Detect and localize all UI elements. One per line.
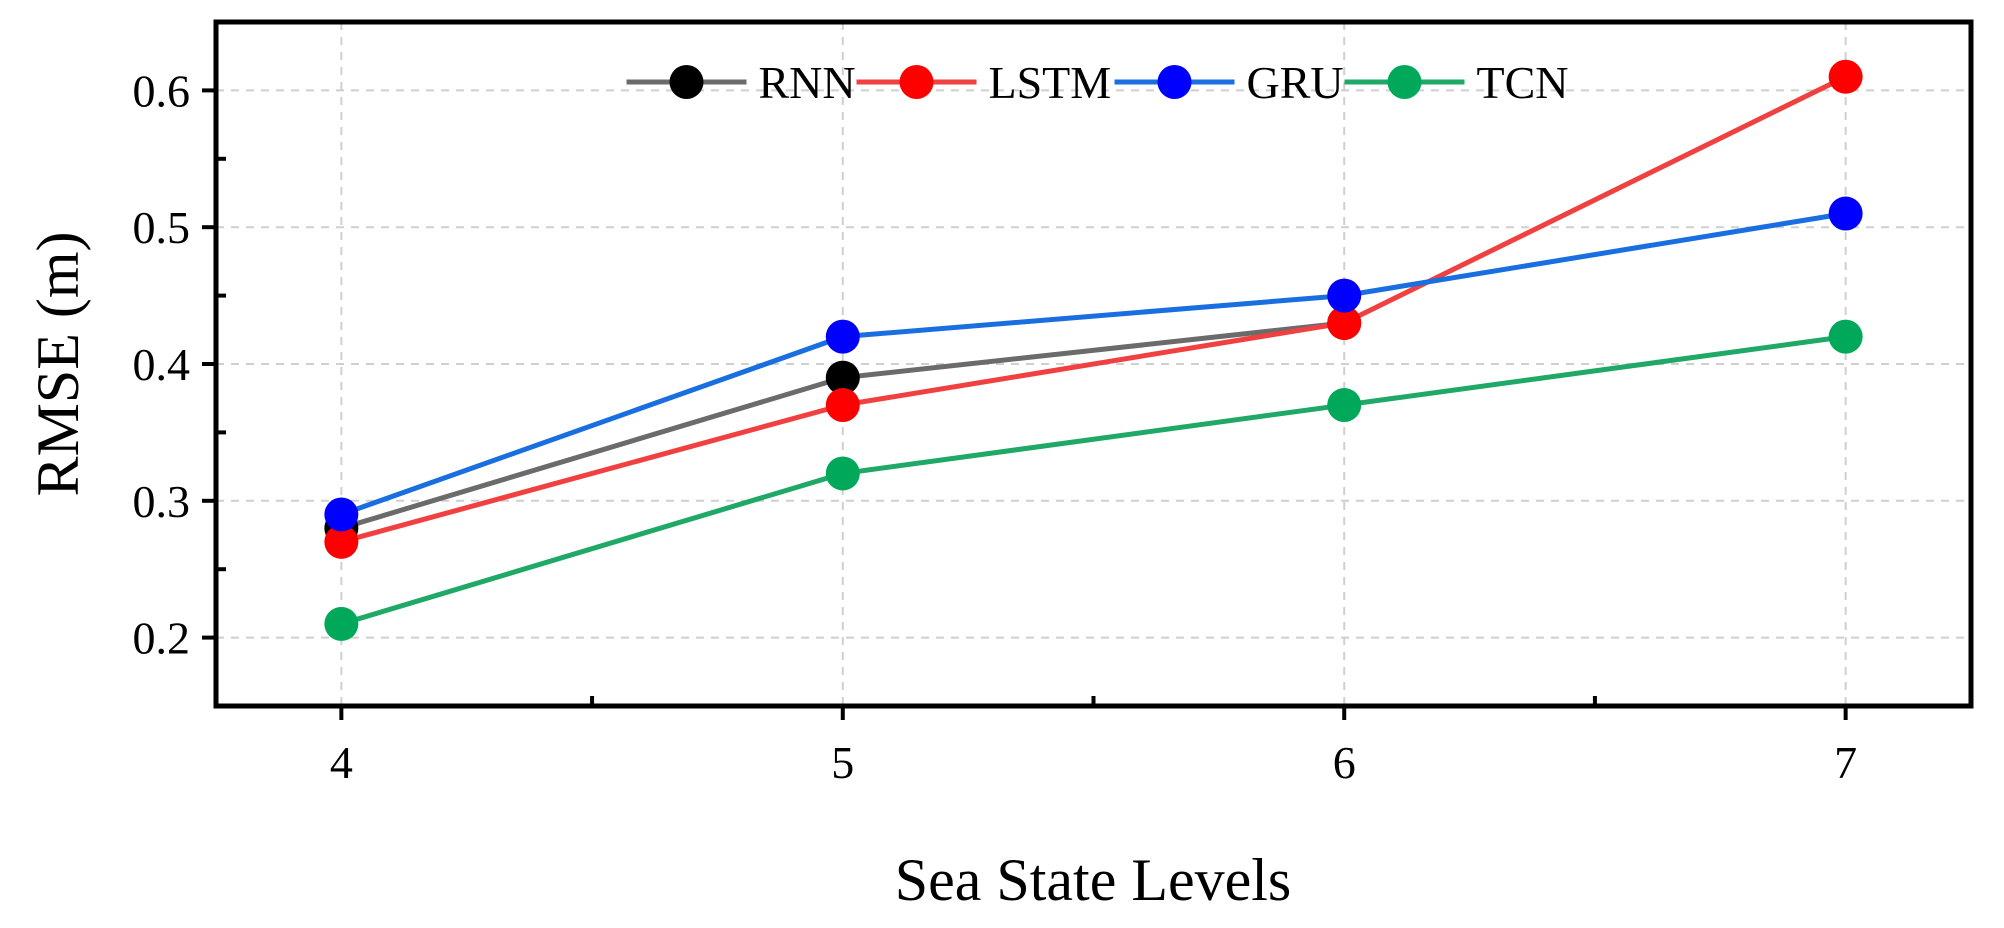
- gru-data-point: [825, 319, 860, 354]
- tick-labels: 4 5 6 7 0.2 0.3 0.4 0.5 0.6: [133, 65, 1858, 788]
- x-tick-label: 4: [330, 737, 353, 788]
- lstm-data-point: [825, 388, 860, 423]
- y-tick-label: 0.4: [133, 339, 191, 390]
- legend: RNN LSTM GRU TCN: [626, 57, 1569, 108]
- x-axis-title: Sea State Levels: [895, 847, 1292, 913]
- gru-series-line: [340, 211, 1847, 517]
- legend-label-gru: GRU: [1247, 57, 1344, 108]
- gru-data-point: [324, 497, 359, 532]
- gru-data-point: [1828, 196, 1863, 231]
- y-axis-title: RMSE (m): [25, 231, 91, 496]
- y-tick-label: 0.5: [133, 202, 191, 253]
- tcn-data-point: [1327, 388, 1362, 423]
- gru-data-point: [1327, 278, 1362, 313]
- x-tick-label: 6: [1333, 737, 1356, 788]
- legend-item-tcn: TCN: [1344, 57, 1569, 108]
- legend-label-rnn: RNN: [759, 57, 856, 108]
- rnn-data-point: [825, 360, 860, 395]
- y-tick-label: 0.3: [133, 476, 191, 527]
- tcn-data-point: [324, 606, 359, 641]
- tcn-data-point: [825, 456, 860, 491]
- x-tick-label: 5: [831, 737, 854, 788]
- legend-marker-gru: [1157, 65, 1192, 99]
- legend-item-lstm: LSTM: [856, 57, 1112, 108]
- x-tick-label: 7: [1834, 737, 1857, 788]
- axis-ticks: [202, 88, 1848, 720]
- legend-marker-rnn: [669, 65, 704, 99]
- grid: [216, 22, 1971, 706]
- legend-marker-lstm: [899, 65, 934, 99]
- legend-item-gru: GRU: [1114, 57, 1344, 108]
- y-tick-label: 0.2: [133, 613, 191, 664]
- legend-label-tcn: TCN: [1477, 57, 1569, 108]
- lstm-series-line: [340, 74, 1847, 545]
- lstm-data-point: [1828, 59, 1863, 94]
- lstm-data-point: [324, 524, 359, 559]
- tcn-series-line: [340, 334, 1846, 627]
- series-group: [324, 59, 1863, 641]
- tcn-data-point: [1828, 319, 1863, 354]
- lstm-data-point: [1327, 305, 1362, 340]
- y-tick-label: 0.6: [133, 65, 191, 116]
- legend-item-rnn: RNN: [626, 57, 856, 108]
- legend-label-lstm: LSTM: [989, 57, 1112, 108]
- legend-marker-tcn: [1387, 65, 1422, 99]
